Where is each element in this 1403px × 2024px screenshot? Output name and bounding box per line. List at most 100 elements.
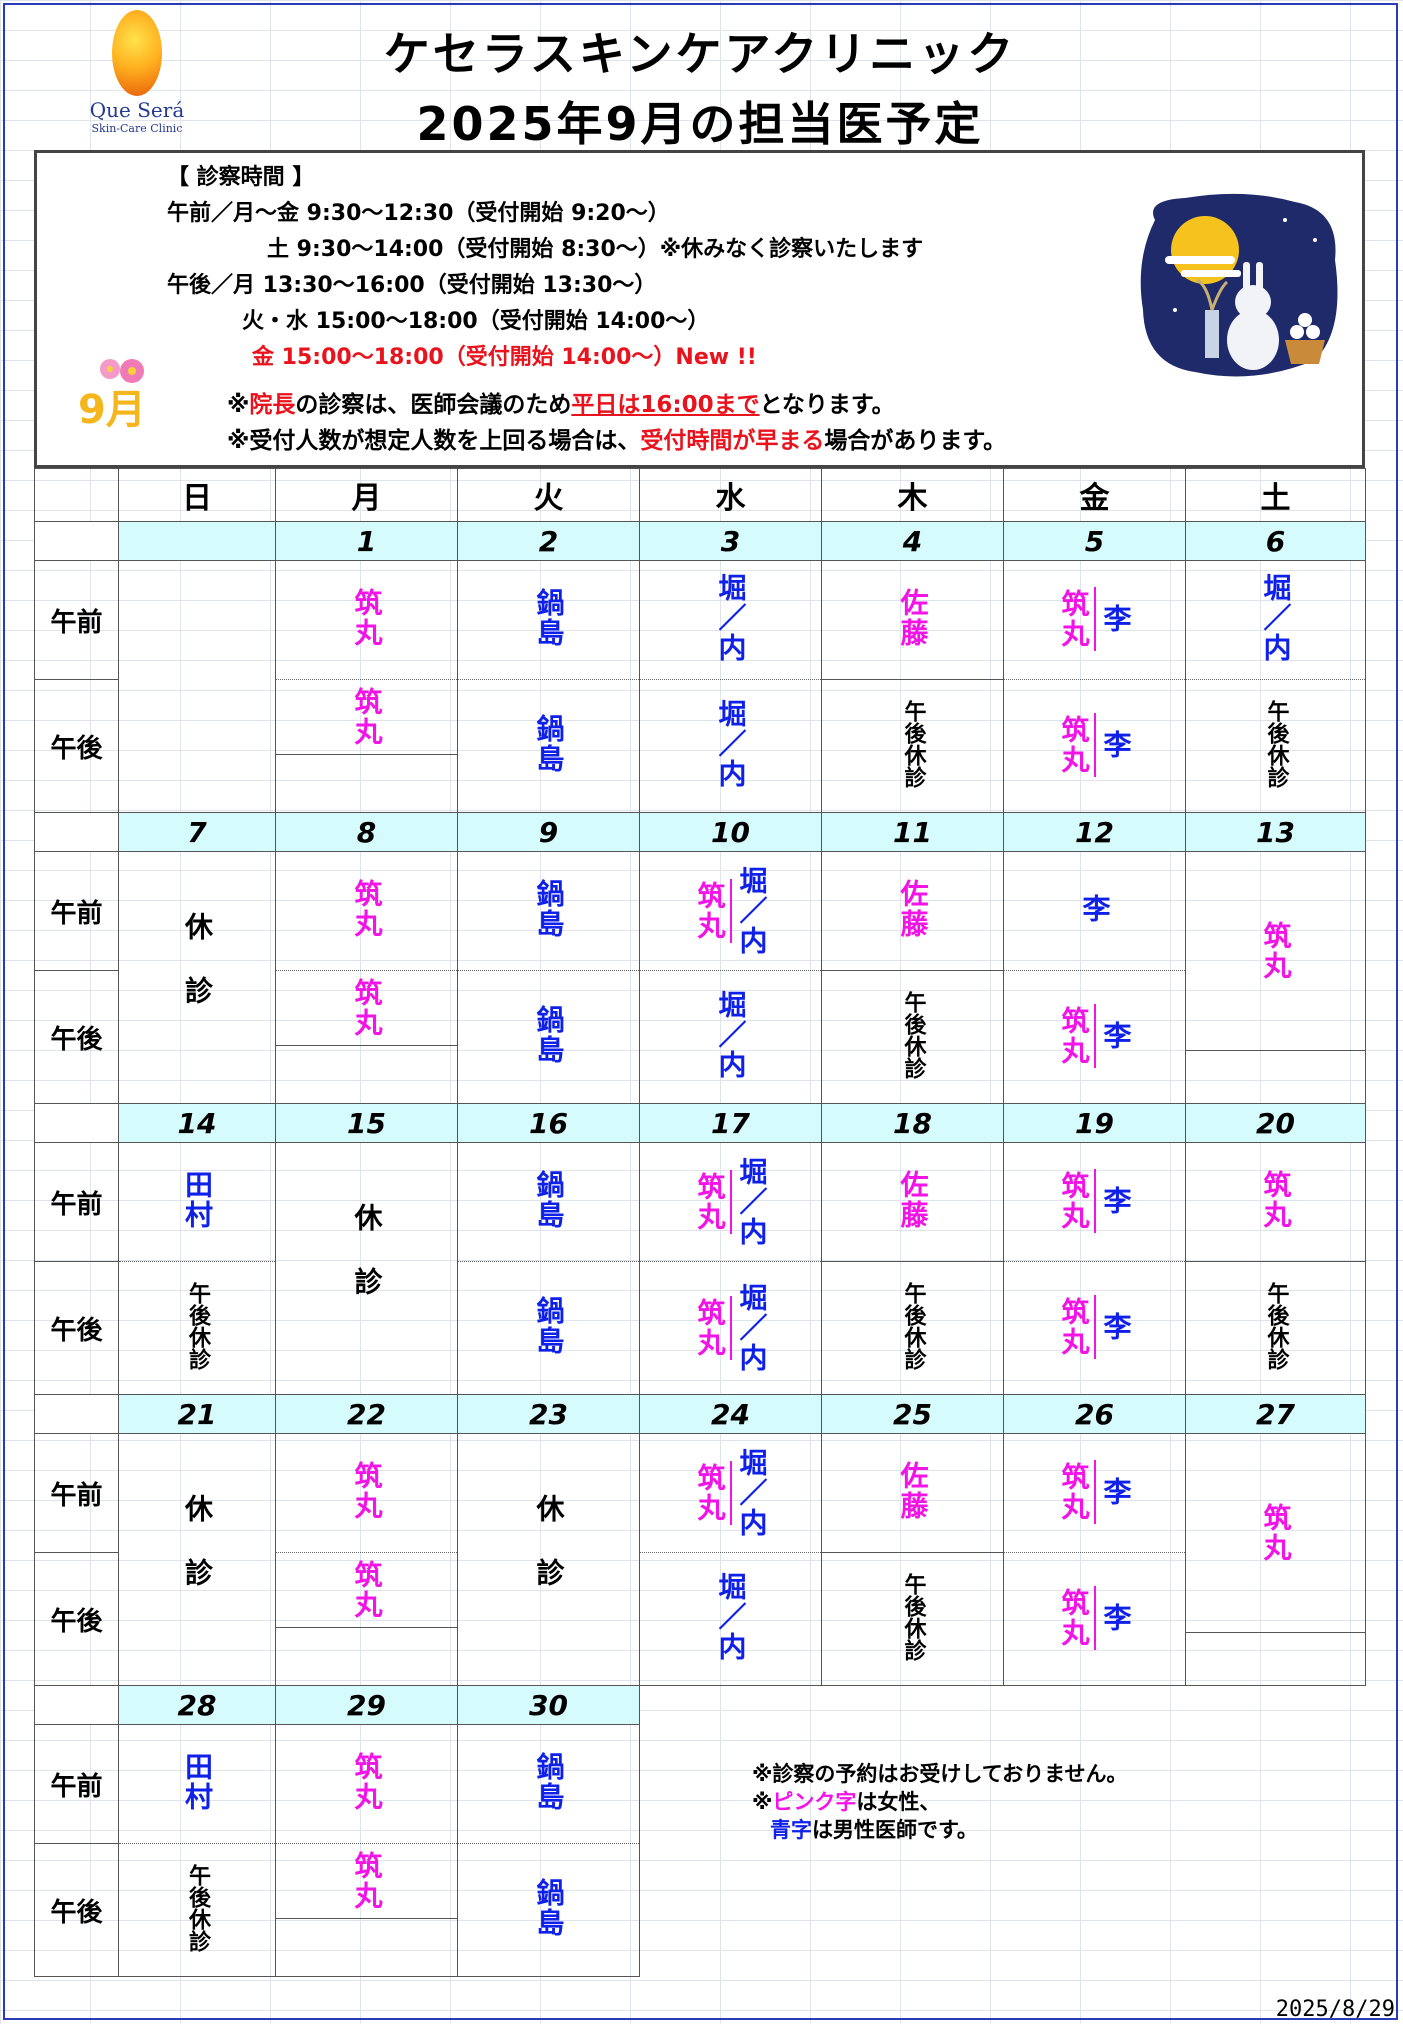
hours-panel: 【 診察時間 】 午前／月～金 9:30～12:30（受付開始 9:20～） 土… xyxy=(34,150,1365,468)
am-label: 午前 xyxy=(34,1724,119,1844)
date-cell: 8 xyxy=(275,812,458,852)
schedule-calendar: 日 月 火 水 木 金 土 1 2 3 4 5 6 午前 筑丸 鍋島 堀／内 佐… xyxy=(34,468,1366,1977)
date-cell: 19 xyxy=(1003,1103,1186,1143)
doctor-male: 堀／内 xyxy=(1259,573,1293,663)
flower-icon xyxy=(100,359,144,383)
doctor-male: 堀／内 xyxy=(714,1572,748,1662)
date-cell: 23 xyxy=(457,1394,640,1434)
week2-am-row: 午前 休診 筑丸 鍋島 筑丸 堀／内 佐藤 李 筑丸 xyxy=(34,851,1366,1104)
day-closed: 休診 xyxy=(532,1493,566,1622)
date-cell: 4 xyxy=(821,521,1004,561)
doctor-female: 筑丸 xyxy=(1259,1170,1293,1230)
doctor-male: 田村 xyxy=(181,1170,214,1230)
doctor-female: 筑丸 xyxy=(1057,1588,1091,1648)
doctor-male: 李 xyxy=(1099,1186,1133,1216)
pm-closed: 午後休診 xyxy=(1263,1282,1289,1370)
pm-label: 午後 xyxy=(34,1261,119,1395)
doctor-male: 鍋島 xyxy=(532,1005,566,1065)
doctor-male: 李 xyxy=(1099,604,1133,634)
week4-am-row: 午前 休診 筑丸 休診 筑丸 堀／内 佐藤 筑丸李 筑丸 xyxy=(34,1433,1366,1686)
doctor-male: 李 xyxy=(1099,1021,1133,1051)
doctor-male: 堀／内 xyxy=(714,699,748,789)
legend-line-1: ※診察の予約はお受けしておりません。 xyxy=(752,1762,1128,1786)
week5-am-row: 午前 田村 筑丸 鍋島 xyxy=(34,1724,1366,1844)
pm-label: 午後 xyxy=(34,1552,119,1686)
date-cell: 17 xyxy=(639,1103,822,1143)
date-cell: 21 xyxy=(118,1394,276,1434)
doctor-male: 李 xyxy=(1099,1603,1133,1633)
doctor-female: 筑丸 xyxy=(1057,1297,1091,1357)
legend-line-3: 青字は男性医師です。 xyxy=(770,1818,978,1842)
doctor-female: 佐藤 xyxy=(896,1170,930,1230)
date-cell: 25 xyxy=(821,1394,1004,1434)
date-cell: 20 xyxy=(1185,1103,1366,1143)
month-badge: 9月 xyxy=(70,355,180,435)
week4-date-row: 21 22 23 24 25 26 27 xyxy=(34,1394,1366,1434)
pm-closed: 午後休診 xyxy=(1263,700,1289,788)
doctor-male: 堀／内 xyxy=(735,866,769,956)
pm-closed: 午後休診 xyxy=(900,700,926,788)
week3-date-row: 14 15 16 17 18 19 20 xyxy=(34,1103,1366,1143)
date-cell: 15 xyxy=(275,1103,458,1143)
weekday-sat: 土 xyxy=(1185,468,1366,522)
date-cell: 7 xyxy=(118,812,276,852)
am-label: 午前 xyxy=(34,560,119,680)
date-cell: 14 xyxy=(118,1103,276,1143)
pm-closed: 午後休診 xyxy=(900,1573,926,1661)
week1-pm-row: 午後 筑丸 鍋島 堀／内 午後休診 筑丸李 午後休診 xyxy=(34,679,1366,813)
day-closed: 休診 xyxy=(350,1202,384,1331)
doctor-female: 筑丸 xyxy=(350,879,384,939)
week3-pm-row: 午後 午後休診 鍋島 筑丸 堀／内 午後休診 筑丸李 午後休診 xyxy=(34,1261,1366,1395)
date-cell: 5 xyxy=(1003,521,1186,561)
date-cell: 26 xyxy=(1003,1394,1186,1434)
doctor-male: 堀／内 xyxy=(735,1157,769,1247)
weekday-header-row: 日 月 火 水 木 金 土 xyxy=(34,468,1366,522)
doctor-male: 李 xyxy=(1078,894,1112,924)
date-cell: 11 xyxy=(821,812,1004,852)
date-cell: 12 xyxy=(1003,812,1186,852)
doctor-female: 筑丸 xyxy=(350,1851,384,1911)
month-badge-label: 9月 xyxy=(78,387,146,433)
note-reception: ※受付人数が想定人数を上回る場合は、受付時間が早まる場合があります。 xyxy=(227,428,1007,454)
hours-line-1: 午前／月～金 9:30～12:30（受付開始 9:20～） xyxy=(167,201,670,226)
day-closed: 休診 xyxy=(181,911,214,1040)
note-director: ※院長の診察は、医師会議のため平日は16:00までとなります。 xyxy=(227,392,895,418)
doctor-male: 鍋島 xyxy=(532,588,566,648)
legend-line-2: ※ピンク字は女性、 xyxy=(752,1790,941,1814)
logo-sub: Skin-Care Clinic xyxy=(91,122,183,135)
hours-heading: 【 診察時間 】 xyxy=(167,165,315,190)
weekday-wed: 水 xyxy=(639,468,822,522)
logo-brand: Que Será xyxy=(89,98,185,122)
week2-pm-row: 午後 筑丸 鍋島 堀／内 午後休診 筑丸李 xyxy=(34,970,1366,1104)
day-closed: 休診 xyxy=(181,1493,214,1622)
doctor-female: 筑丸 xyxy=(693,1463,727,1523)
date-cell: 6 xyxy=(1185,521,1366,561)
week3-am-row: 午前 田村 休診 鍋島 筑丸 堀／内 佐藤 筑丸 李 筑丸 xyxy=(34,1142,1366,1395)
moon-viewing-illustration xyxy=(1140,193,1338,377)
doctor-female: 筑丸 xyxy=(350,588,384,648)
pm-label: 午後 xyxy=(34,970,119,1104)
doctor-male: 鍋島 xyxy=(532,1752,566,1812)
pm-closed: 午後休診 xyxy=(900,991,926,1079)
am-label: 午前 xyxy=(34,851,119,971)
am-label: 午前 xyxy=(34,1142,119,1262)
am-label: 午前 xyxy=(34,1433,119,1553)
hours-line-3: 午後／月 13:30～16:00（受付開始 13:30～） xyxy=(167,273,657,298)
weekday-mon: 月 xyxy=(275,468,458,522)
doctor-female: 筑丸 xyxy=(350,1560,384,1620)
doctor-male: 鍋島 xyxy=(532,714,566,774)
doctor-female: 筑丸 xyxy=(350,978,384,1038)
corner-cell xyxy=(34,468,119,522)
page-frame xyxy=(3,3,1398,2020)
week2-date-row: 7 8 9 10 11 12 13 xyxy=(34,812,1366,852)
notes-area xyxy=(639,1685,1366,1977)
date-cell: 1 xyxy=(275,521,458,561)
date-cell: 10 xyxy=(639,812,822,852)
doctor-female: 筑丸 xyxy=(1057,1006,1091,1066)
doctor-male: 鍋島 xyxy=(532,1878,566,1938)
doctor-male: 堀／内 xyxy=(714,573,748,663)
date-cell: 29 xyxy=(275,1685,458,1725)
doctor-male: 鍋島 xyxy=(532,1296,566,1356)
doctor-female: 筑丸 xyxy=(693,1298,727,1358)
pm-closed: 午後休診 xyxy=(185,1864,210,1952)
